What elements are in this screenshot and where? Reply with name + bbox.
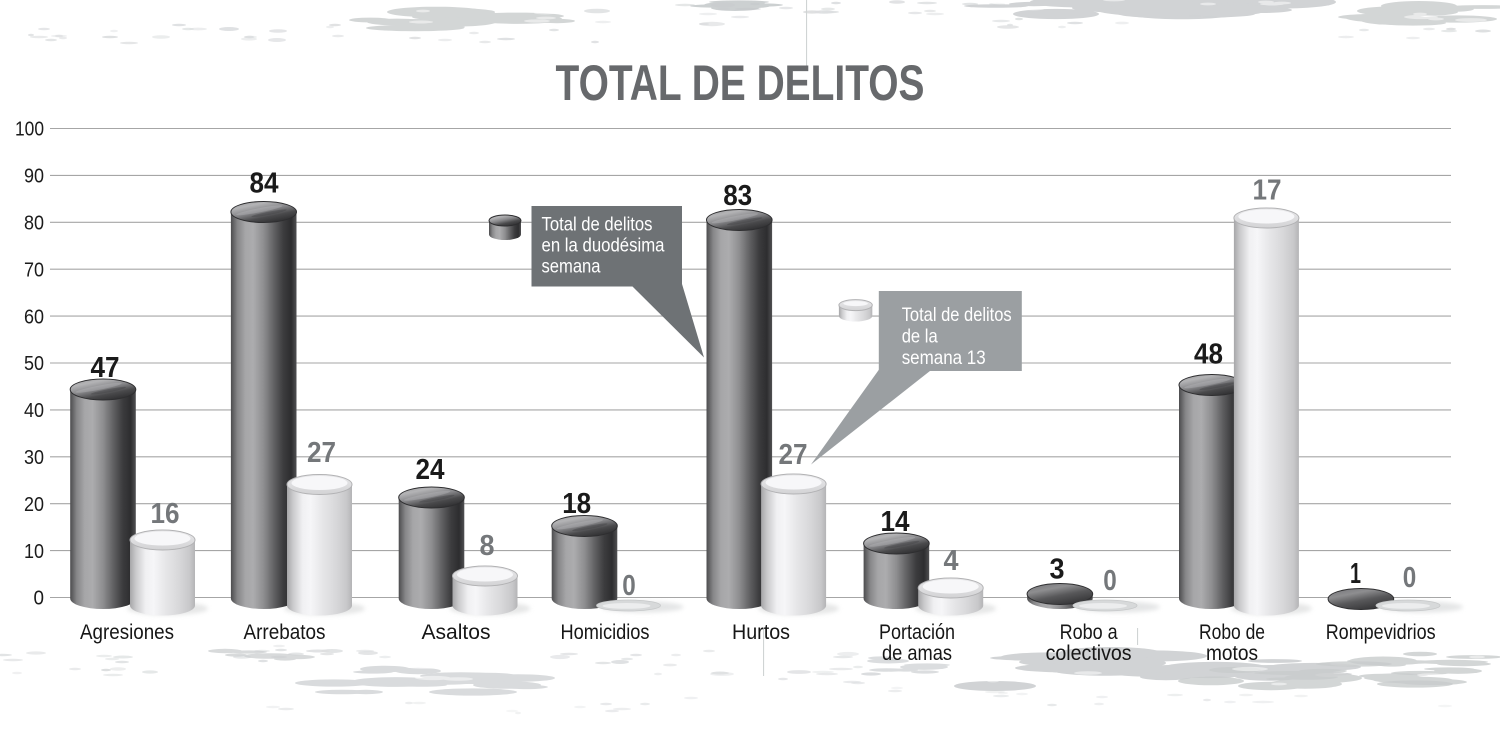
svg-text:Homicidios: Homicidios [561,621,650,644]
svg-text:84: 84 [250,168,279,200]
svg-text:semana: semana [542,256,601,278]
svg-text:83: 83 [723,180,752,212]
svg-text:90: 90 [24,165,44,188]
svg-text:Portación: Portación [879,621,955,644]
svg-text:20: 20 [24,493,44,516]
svg-text:8: 8 [480,530,495,562]
svg-text:70: 70 [24,258,44,281]
svg-text:0: 0 [34,587,45,610]
svg-text:Asaltos: Asaltos [422,621,491,644]
svg-text:10: 10 [24,540,44,563]
svg-text:60: 60 [24,305,44,328]
svg-text:14: 14 [881,506,910,538]
svg-text:Total de delitos: Total de delitos [542,214,653,236]
svg-text:47: 47 [91,352,120,384]
svg-text:4: 4 [944,545,959,577]
svg-text:Robo a: Robo a [1060,621,1118,644]
svg-text:24: 24 [416,454,445,486]
svg-text:18: 18 [562,488,591,520]
svg-text:0: 0 [622,570,636,602]
svg-text:50: 50 [24,352,44,375]
svg-text:40: 40 [24,399,44,422]
svg-text:motos: motos [1206,642,1258,665]
svg-text:TOTAL DE DELITOS: TOTAL DE DELITOS [556,55,925,111]
svg-text:27: 27 [779,439,808,471]
svg-text:0: 0 [1403,562,1417,594]
svg-text:27: 27 [307,437,336,469]
svg-text:Hurtos: Hurtos [732,621,790,644]
svg-text:100: 100 [15,118,44,141]
svg-text:30: 30 [24,446,44,469]
svg-text:16: 16 [151,498,180,530]
svg-text:en la duodésima: en la duodésima [542,235,665,257]
svg-text:Agresiones: Agresiones [80,621,174,644]
svg-text:colectivos: colectivos [1046,642,1132,665]
svg-text:48: 48 [1194,339,1223,371]
svg-text:de amas: de amas [882,642,952,665]
svg-text:0: 0 [1103,565,1117,597]
svg-text:3: 3 [1050,554,1065,586]
svg-text:Rompevidrios: Rompevidrios [1326,621,1436,644]
svg-text:Robo de: Robo de [1199,621,1265,644]
svg-text:17: 17 [1253,175,1282,207]
svg-text:80: 80 [24,212,44,235]
svg-text:de la: de la [902,326,938,348]
svg-text:semana 13: semana 13 [902,347,986,369]
svg-text:1: 1 [1350,558,1361,590]
svg-text:Arrebatos: Arrebatos [244,621,326,644]
svg-text:Total de delitos: Total de delitos [902,304,1012,326]
